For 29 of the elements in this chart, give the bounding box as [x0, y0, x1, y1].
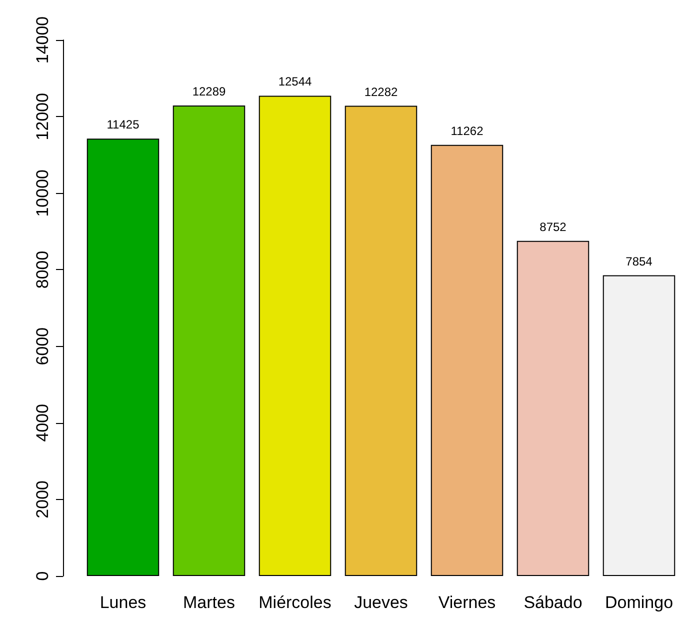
- x-tick-label: Viernes: [438, 593, 496, 612]
- y-tick-label: 12000: [33, 92, 52, 140]
- data-label: 11425: [106, 118, 140, 132]
- x-tick-label: Lunes: [100, 593, 146, 612]
- bar: [516, 240, 590, 576]
- bar: [602, 275, 676, 576]
- y-tick-label: 6000: [33, 327, 52, 366]
- bar: [344, 106, 418, 576]
- bar: [258, 96, 332, 576]
- y-tick-label: 2000: [33, 480, 52, 518]
- bar: [172, 106, 246, 576]
- x-tick-label: Miércoles: [258, 593, 332, 612]
- x-tick-label: Martes: [183, 593, 235, 612]
- y-tick-label: 14000: [33, 16, 52, 64]
- data-label: 8752: [540, 220, 567, 234]
- y-tick-label: 8000: [33, 250, 52, 289]
- data-label: 7854: [626, 254, 653, 268]
- x-tick-label: Domingo: [604, 593, 674, 612]
- y-tick-label: 10000: [33, 170, 52, 217]
- y-tick-label: 0: [33, 571, 52, 581]
- bar: [430, 144, 504, 576]
- bar: [86, 138, 160, 576]
- y-tick-label: 4000: [33, 404, 52, 442]
- x-tick-label: Jueves: [354, 593, 408, 612]
- x-tick-label: Sábado: [524, 593, 582, 612]
- data-label: 12282: [364, 84, 398, 99]
- data-label: 12544: [278, 74, 312, 89]
- data-label: 12289: [192, 84, 226, 99]
- data-label: 11262: [450, 124, 484, 138]
